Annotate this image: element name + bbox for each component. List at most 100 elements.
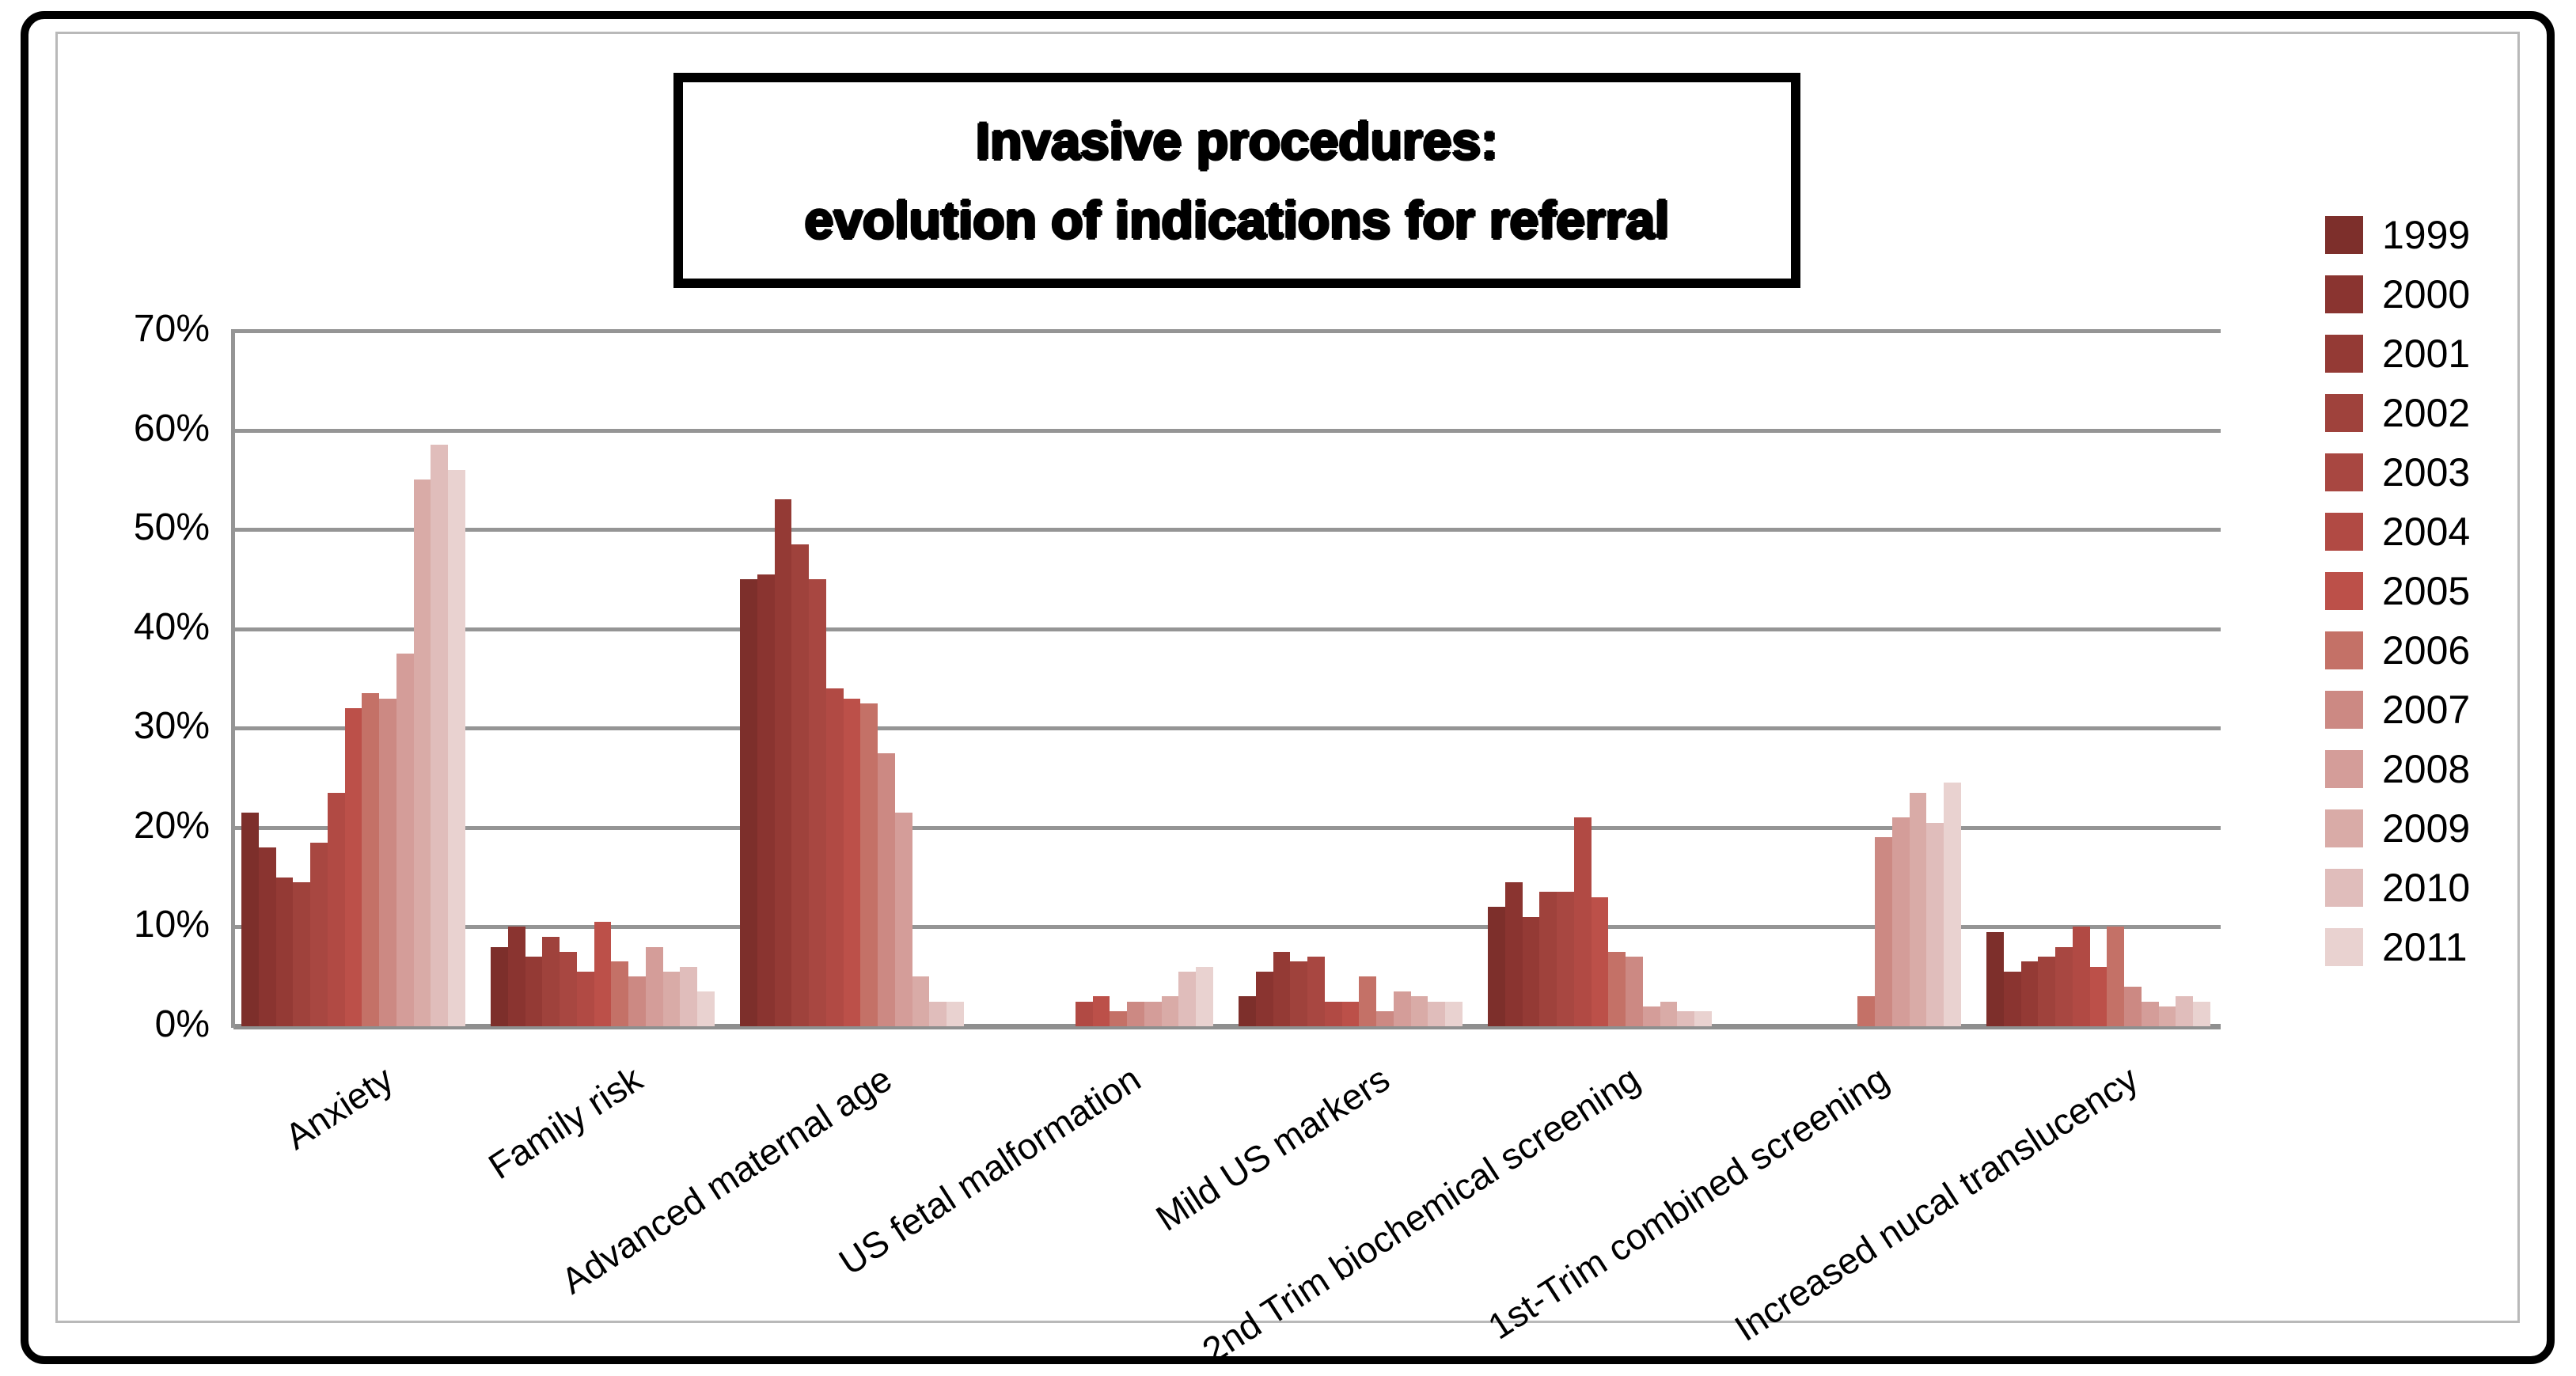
x-axis-label-2nd-trim-biochemical-screening: 2nd Trim biochemical screening [1194, 1057, 1647, 1371]
bar-2001-family-risk [525, 957, 543, 1026]
y-tick-label-10%: 10% [133, 904, 210, 946]
bar-2010-increased-nucal-translucency [2176, 996, 2193, 1026]
bar-2003-anxiety [310, 842, 328, 1026]
bar-2009-1st-trim-combined-screening [1909, 792, 1927, 1026]
bar-2008-advanced-maternal-age [894, 813, 912, 1026]
gridline-40% [233, 627, 2221, 631]
legend-item-2002: 2002 [2325, 391, 2470, 435]
legend-swatch-2000 [2325, 275, 2363, 313]
bar-2010-us-fetal-malformation [1178, 971, 1196, 1026]
bar-2004-advanced-maternal-age [825, 688, 844, 1026]
bar-2009-family-risk [662, 971, 681, 1026]
outer-border [21, 11, 2555, 1364]
legend-item-2005: 2005 [2325, 569, 2470, 613]
legend-label-2009: 2009 [2382, 806, 2471, 851]
chart-frame [55, 32, 2520, 1323]
bar-2000-anxiety [258, 847, 276, 1026]
bar-1999-anxiety [241, 813, 259, 1026]
legend-swatch-2002 [2325, 394, 2363, 432]
legend-item-2011: 2011 [2325, 925, 2468, 969]
bar-2010-mild-us-markers [1428, 1001, 1445, 1026]
legend-label-1999: 1999 [2382, 213, 2471, 257]
bar-2009-mild-us-markers [1410, 996, 1428, 1026]
bar-2005-family-risk [594, 922, 612, 1026]
bar-2008-2nd-trim-biochemical-screening [1642, 1006, 1660, 1026]
bar-2000-mild-us-markers [1255, 971, 1273, 1026]
legend-label-2001: 2001 [2382, 332, 2471, 376]
bar-2010-anxiety [431, 445, 448, 1026]
bar-2008-mild-us-markers [1393, 991, 1411, 1026]
legend-item-1999: 1999 [2325, 213, 2470, 257]
legend-swatch-2005 [2325, 572, 2363, 610]
legend-swatch-2001 [2325, 335, 2363, 373]
bar-2011-1st-trim-combined-screening [1944, 783, 1961, 1026]
bar-2002-increased-nucal-translucency [2038, 957, 2055, 1026]
bar-2004-family-risk [576, 971, 594, 1026]
legend-label-2010: 2010 [2382, 866, 2471, 910]
legend-item-2001: 2001 [2325, 332, 2470, 376]
legend-item-2009: 2009 [2325, 806, 2470, 851]
legend-swatch-2010 [2325, 869, 2363, 907]
legend-item-2003: 2003 [2325, 450, 2470, 495]
chart-title-box: Invasive procedures: evolution of indica… [673, 73, 1800, 288]
legend-item-2010: 2010 [2325, 866, 2470, 910]
bar-2009-anxiety [413, 480, 431, 1026]
bar-2002-2nd-trim-biochemical-screening [1539, 892, 1557, 1026]
y-tick-label-0%: 0% [154, 1003, 210, 1045]
bar-2011-us-fetal-malformation [1196, 966, 1213, 1026]
bar-2008-us-fetal-malformation [1144, 1001, 1162, 1026]
bar-2002-anxiety [293, 881, 310, 1026]
legend-swatch-2009 [2325, 809, 2363, 847]
bar-2008-anxiety [396, 654, 414, 1026]
x-axis-label-anxiety: Anxiety [277, 1057, 400, 1158]
legend-swatch-2007 [2325, 691, 2363, 729]
bar-2003-increased-nucal-translucency [2055, 946, 2073, 1026]
x-axis-label-mild-us-markers: Mild US markers [1148, 1057, 1398, 1239]
bar-1999-family-risk [491, 946, 508, 1026]
bar-2006-us-fetal-malformation [1110, 1011, 1127, 1026]
legend-swatch-1999 [2325, 216, 2363, 254]
gridline-20% [233, 825, 2221, 830]
bar-1999-mild-us-markers [1239, 996, 1256, 1026]
bar-1999-advanced-maternal-age [740, 578, 757, 1026]
bar-2001-increased-nucal-translucency [2020, 961, 2039, 1026]
bar-2006-advanced-maternal-age [860, 703, 878, 1026]
bar-2004-anxiety [327, 792, 345, 1026]
bar-2011-advanced-maternal-age [947, 1001, 964, 1026]
bar-2000-family-risk [507, 927, 525, 1026]
gridline-0% [233, 1024, 2221, 1029]
legend-label-2004: 2004 [2382, 510, 2471, 554]
legend-item-2004: 2004 [2325, 510, 2470, 554]
bar-2010-1st-trim-combined-screening [1926, 822, 1944, 1026]
chart-title-line2: evolution of indications for referral [804, 191, 1670, 249]
x-axis-label-family-risk: Family risk [480, 1057, 650, 1188]
legend-swatch-2006 [2325, 631, 2363, 669]
bar-2005-increased-nucal-translucency [2089, 966, 2107, 1026]
gridline-60% [233, 428, 2221, 433]
bar-2001-2nd-trim-biochemical-screening [1522, 916, 1540, 1026]
legend-label-2008: 2008 [2382, 747, 2471, 791]
bar-2005-2nd-trim-biochemical-screening [1591, 896, 1609, 1026]
bar-2002-family-risk [542, 936, 560, 1026]
bar-2011-increased-nucal-translucency [2193, 1001, 2210, 1026]
bar-2002-advanced-maternal-age [791, 544, 809, 1026]
bar-2004-2nd-trim-biochemical-screening [1573, 817, 1592, 1026]
bar-2009-increased-nucal-translucency [2158, 1006, 2176, 1026]
bar-2010-family-risk [680, 966, 697, 1026]
legend-label-2011: 2011 [2382, 925, 2468, 969]
bar-2004-mild-us-markers [1324, 1001, 1342, 1026]
bar-2003-mild-us-markers [1307, 957, 1325, 1026]
gridline-70% [233, 329, 2221, 333]
y-tick-label-70%: 70% [133, 308, 210, 350]
bar-2008-increased-nucal-translucency [2141, 1001, 2159, 1026]
bar-2004-us-fetal-malformation [1075, 1001, 1093, 1026]
bar-2006-1st-trim-combined-screening [1857, 996, 1875, 1026]
legend-swatch-2004 [2325, 513, 2363, 551]
legend-item-2000: 2000 [2325, 272, 2470, 317]
bar-2011-family-risk [697, 991, 715, 1026]
bar-2007-mild-us-markers [1376, 1011, 1394, 1026]
bar-2005-us-fetal-malformation [1092, 996, 1110, 1026]
bar-2006-2nd-trim-biochemical-screening [1608, 951, 1626, 1026]
